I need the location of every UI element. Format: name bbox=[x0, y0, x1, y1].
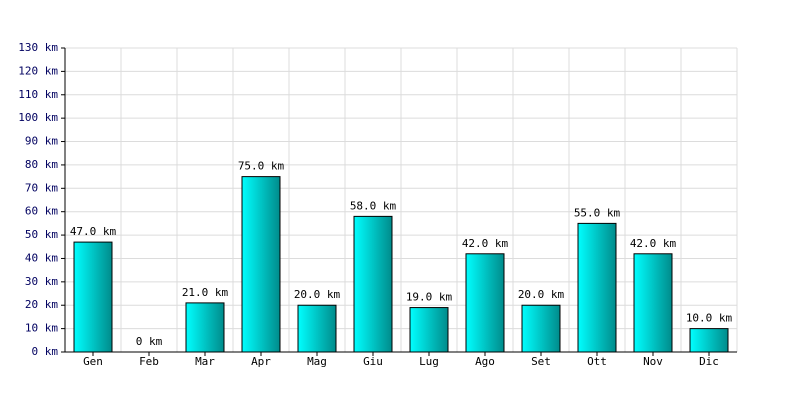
bar bbox=[185, 302, 225, 353]
bar bbox=[297, 304, 337, 353]
y-tick-label: 50 km bbox=[25, 228, 58, 241]
y-tick-label: 80 km bbox=[25, 158, 58, 171]
x-tick-label: Gen bbox=[83, 355, 103, 368]
x-tick-label: Dic bbox=[699, 355, 719, 368]
value-label: 20.0 km bbox=[518, 288, 565, 301]
y-tick-label: 60 km bbox=[25, 205, 58, 218]
value-label: 47.0 km bbox=[70, 225, 117, 238]
y-tick-label: 0 km bbox=[32, 345, 59, 358]
bar bbox=[73, 241, 113, 353]
x-tick-label: Mag bbox=[307, 355, 327, 368]
y-tick-label: 10 km bbox=[25, 322, 58, 335]
bar bbox=[577, 222, 617, 353]
value-label: 42.0 km bbox=[630, 237, 677, 250]
x-tick-label: Giu bbox=[363, 355, 383, 368]
y-tick-label: 30 km bbox=[25, 275, 58, 288]
value-label: 19.0 km bbox=[406, 291, 453, 304]
x-tick-label: Nov bbox=[643, 355, 663, 368]
value-label: 58.0 km bbox=[350, 199, 397, 212]
bar bbox=[241, 176, 281, 353]
x-tick-label: Set bbox=[531, 355, 551, 368]
y-tick-label: 70 km bbox=[25, 181, 58, 194]
x-tick-label: Ott bbox=[587, 355, 607, 368]
x-tick-label: Feb bbox=[139, 355, 159, 368]
y-tick-label: 100 km bbox=[18, 111, 58, 124]
value-label: 20.0 km bbox=[294, 288, 341, 301]
value-label: 10.0 km bbox=[686, 312, 733, 325]
x-tick-label: Lug bbox=[419, 355, 439, 368]
bar bbox=[689, 328, 729, 353]
value-label: 75.0 km bbox=[238, 160, 285, 173]
y-tick-label: 120 km bbox=[18, 64, 58, 77]
y-tick-label: 20 km bbox=[25, 298, 58, 311]
bar bbox=[521, 304, 561, 353]
y-tick-label: 130 km bbox=[18, 41, 58, 54]
y-tick-label: 40 km bbox=[25, 251, 58, 264]
value-label: 55.0 km bbox=[574, 206, 621, 219]
bar bbox=[409, 307, 449, 353]
bar bbox=[353, 215, 393, 353]
value-label: 21.0 km bbox=[182, 286, 229, 299]
y-tick-label: 110 km bbox=[18, 88, 58, 101]
bar bbox=[633, 253, 673, 353]
x-tick-label: Apr bbox=[251, 355, 271, 368]
bar bbox=[465, 253, 505, 353]
y-tick-label: 90 km bbox=[25, 135, 58, 148]
value-label: 0 km bbox=[136, 335, 163, 348]
value-label: 42.0 km bbox=[462, 237, 509, 250]
x-tick-label: Mar bbox=[195, 355, 215, 368]
x-tick-label: Ago bbox=[475, 355, 495, 368]
